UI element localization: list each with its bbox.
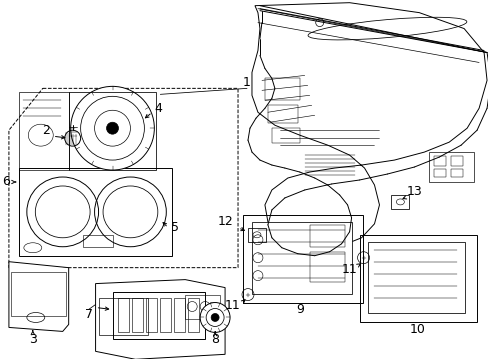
Circle shape [71, 86, 154, 170]
Bar [243, 215, 362, 302]
Text: 1: 1 [243, 76, 250, 89]
Bar [309, 252, 344, 282]
Text: 2: 2 [42, 124, 50, 137]
Circle shape [200, 302, 229, 332]
Bar [359, 235, 476, 323]
Polygon shape [112, 292, 205, 339]
Text: 8: 8 [211, 333, 219, 346]
Bar [132, 298, 143, 332]
Bar [251, 222, 351, 293]
Bar [433, 169, 446, 177]
Text: 11: 11 [341, 263, 357, 276]
Text: 4: 4 [154, 102, 162, 115]
Bar [118, 298, 129, 332]
Bar [367, 242, 464, 314]
Bar [68, 92, 156, 170]
Polygon shape [19, 168, 172, 256]
Bar [264, 78, 299, 100]
Bar [450, 156, 462, 166]
Bar [174, 298, 185, 332]
Text: 11: 11 [224, 299, 240, 312]
Text: 5: 5 [171, 221, 179, 234]
Bar [11, 272, 65, 316]
Text: 9: 9 [295, 303, 303, 316]
Bar [247, 228, 265, 242]
Bar [19, 92, 68, 170]
Circle shape [211, 314, 219, 321]
Bar [146, 298, 157, 332]
Text: 12: 12 [217, 215, 232, 228]
Bar [160, 298, 171, 332]
Text: 10: 10 [408, 323, 425, 336]
Text: 13: 13 [406, 185, 421, 198]
Bar [433, 156, 446, 166]
Text: 3: 3 [29, 333, 37, 346]
Bar [267, 105, 297, 123]
Text: 7: 7 [84, 308, 92, 321]
Bar [309, 225, 344, 247]
Bar [428, 152, 473, 182]
Circle shape [106, 122, 118, 134]
Bar [185, 294, 220, 319]
Bar [82, 235, 112, 247]
Bar [99, 298, 148, 336]
Bar [390, 195, 408, 209]
Polygon shape [9, 262, 68, 332]
Bar [450, 169, 462, 177]
Bar [271, 128, 299, 143]
Bar [188, 298, 199, 332]
Text: 6: 6 [2, 175, 10, 189]
